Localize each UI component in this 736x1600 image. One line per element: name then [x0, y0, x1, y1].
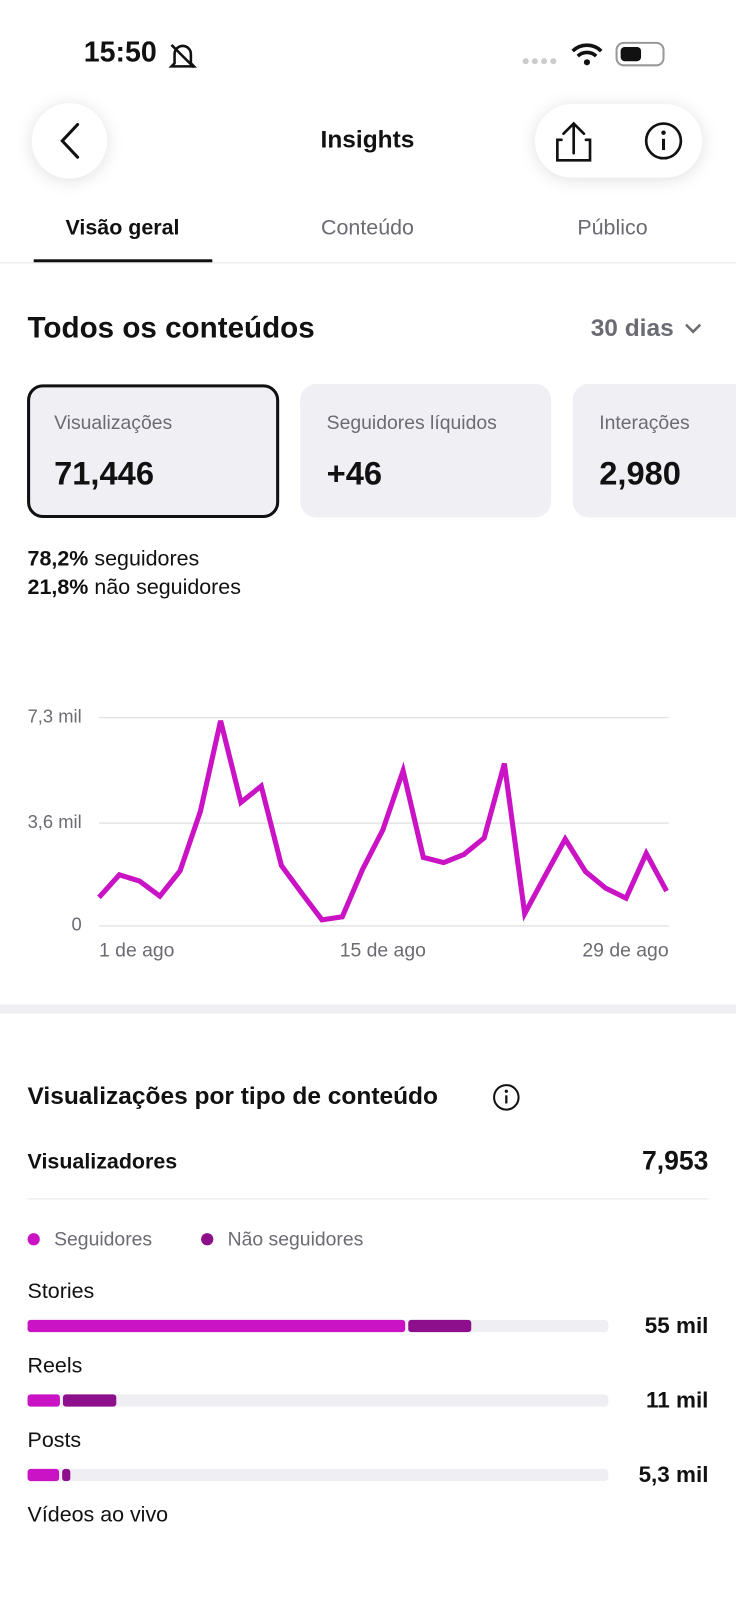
bar-segment: [62, 1394, 117, 1407]
line-chart: 0 3,6 mil 7,3 mil 1 de ago 15 de ago 29 de ag…: [28, 705, 669, 962]
header-title: Insights: [321, 126, 415, 153]
signal-icon: [522, 58, 557, 65]
tab-indicator: [33, 259, 213, 263]
total-label: 55 mil: [645, 1313, 709, 1338]
metric-card[interactable]: [300, 383, 552, 518]
audience-line: 78,2% seguidores: [28, 546, 200, 570]
breakdown-title: Visualizações por tipo de conteúdo: [28, 1083, 438, 1110]
period-select[interactable]: 30 dias: [591, 315, 674, 342]
y-tick-label: 3,6 mil: [28, 811, 82, 832]
section-divider: [0, 1004, 736, 1014]
percent: 78,2%: [28, 546, 89, 570]
chevron: [685, 323, 702, 334]
x-tick-label: 29 de ago: [582, 940, 668, 962]
viewers-value: 7,953: [642, 1146, 708, 1176]
info-button[interactable]: [644, 122, 683, 160]
total-label: 11 mil: [646, 1387, 708, 1412]
bar-track: [27, 1468, 609, 1482]
metric-card[interactable]: [572, 383, 736, 518]
bar-segment: [27, 1319, 406, 1333]
tab[interactable]: Visão geral: [66, 215, 180, 239]
total-label: 5,3 mil: [639, 1462, 709, 1487]
metric-card[interactable]: [27, 384, 280, 519]
legend-label: Seguidores: [54, 1228, 152, 1250]
line-series: [97, 720, 669, 923]
bar-segment: [27, 1394, 60, 1407]
metric-label: Visualizações: [54, 412, 172, 434]
section-title: Todos os conteúdos: [28, 312, 315, 345]
wifi-dot: [583, 59, 591, 66]
audience-label: seguidores: [94, 546, 199, 570]
back-icon: [60, 123, 80, 159]
tab[interactable]: Público: [577, 215, 647, 239]
share-button[interactable]: [556, 121, 592, 162]
info-icon[interactable]: [493, 1084, 520, 1111]
divider: [0, 262, 736, 264]
battery-level: [620, 46, 642, 62]
back-button[interactable]: [31, 103, 108, 179]
category-label: Stories: [28, 1279, 95, 1303]
percent: 21,8%: [28, 575, 89, 599]
viewers-label: Visualizadores: [28, 1149, 178, 1173]
legend-dot: [27, 1233, 40, 1246]
tab[interactable]: Conteúdo: [321, 215, 414, 239]
bar-segment: [62, 1468, 71, 1482]
y-tick-label: 7,3 mil: [28, 705, 82, 726]
mute-icon: [168, 44, 198, 69]
divider: [27, 1198, 709, 1200]
wifi-icon: [571, 43, 603, 58]
audience-line: 21,8% não seguidores: [28, 575, 241, 599]
category-label: Reels: [28, 1354, 83, 1378]
metric-value: 2,980: [599, 454, 681, 491]
bar-chart: Seguidores Não seguidores Stories 55 mil Ree…: [27, 1228, 709, 1527]
x-tick-label: 1 de ago: [99, 940, 174, 962]
metric-value: 71,446: [54, 454, 154, 491]
legend-label: Não seguidores: [228, 1228, 364, 1250]
status-time: 15:50: [84, 37, 157, 69]
category-label: Vídeos ao vivo: [28, 1503, 169, 1527]
bar-segment: [27, 1468, 60, 1482]
metric-label: Interações: [599, 412, 689, 434]
battery: [615, 41, 665, 67]
y-tick-label: 0: [71, 914, 81, 935]
x-tick-label: 15 de ago: [340, 940, 426, 962]
metric-label: Seguidores líquidos: [327, 412, 497, 434]
metric-value: +46: [327, 454, 382, 491]
bar-track: [27, 1394, 609, 1407]
bar-segment: [408, 1319, 472, 1333]
audience-label: não seguidores: [94, 575, 241, 599]
legend-dot: [201, 1233, 214, 1246]
category-label: Posts: [28, 1428, 82, 1452]
